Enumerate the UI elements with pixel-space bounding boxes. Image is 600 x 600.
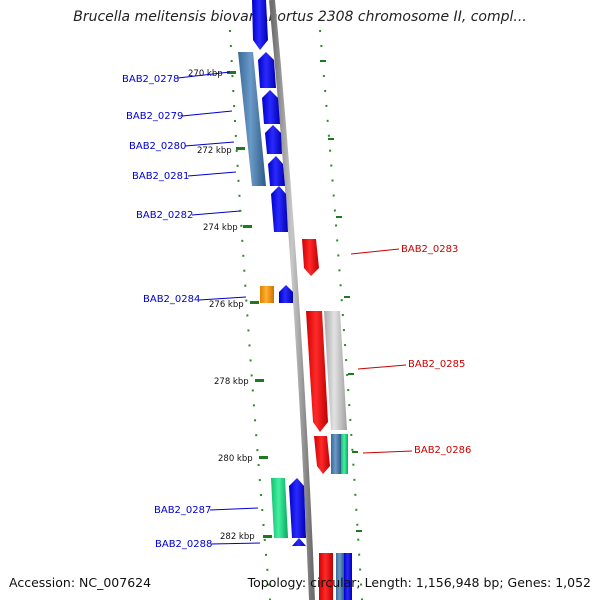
grey-feature[interactable] [324, 311, 347, 430]
gene-label-BAB2_0282[interactable]: BAB2_0282 [136, 210, 193, 221]
gene-feature[interactable] [344, 553, 352, 600]
gene-label-BAB2_0288[interactable]: BAB2_0288 [155, 539, 212, 550]
gene-feature[interactable] [265, 125, 282, 154]
gene-feature[interactable] [314, 436, 330, 474]
kbp-ticks [227, 60, 362, 538]
kbp-label-274: 274 kbp [203, 223, 238, 233]
gene-feature[interactable] [258, 52, 276, 88]
green-feature[interactable] [271, 478, 288, 538]
gene-label-BAB2_0284[interactable]: BAB2_0284 [143, 294, 200, 305]
forward-strand-features [238, 0, 306, 546]
gene-feature[interactable] [292, 538, 306, 546]
gene-feature[interactable] [262, 90, 280, 124]
gene-feature[interactable] [279, 285, 293, 303]
gene-label-BAB2_0281[interactable]: BAB2_0281 [132, 171, 189, 182]
kbp-label-272: 272 kbp [197, 146, 232, 156]
kbp-label-276: 276 kbp [209, 300, 244, 310]
gene-feature[interactable] [268, 156, 285, 186]
accession-label: Accession: NC_007624 [9, 575, 152, 590]
gene-label-BAB2_0278[interactable]: BAB2_0278 [122, 74, 179, 85]
kbp-label-280: 280 kbp [218, 454, 253, 464]
gene-feature[interactable] [306, 311, 328, 432]
kbp-label-270: 270 kbp [188, 69, 223, 79]
operon-feature[interactable] [336, 553, 344, 600]
gene-label-BAB2_0283[interactable]: BAB2_0283 [401, 244, 458, 255]
gene-feature[interactable] [252, 0, 268, 50]
kbp-label-278: 278 kbp [214, 377, 249, 387]
right-gene-labels: BAB2_0283 BAB2_0285 BAB2_0286 [350, 244, 471, 456]
gene-feature[interactable] [289, 478, 306, 538]
gene-feature[interactable] [319, 553, 333, 600]
chromosome-backbone [269, 0, 315, 600]
gene-label-BAB2_0280[interactable]: BAB2_0280 [129, 141, 186, 152]
map-title: Brucella melitensis biovar Abortus 2308 … [73, 9, 527, 25]
kbp-label-282: 282 kbp [220, 532, 255, 542]
orange-feature[interactable] [260, 286, 274, 303]
gene-feature[interactable] [302, 239, 319, 276]
reverse-strand-features [302, 239, 352, 600]
gene-label-BAB2_0287[interactable]: BAB2_0287 [154, 505, 211, 516]
gene-label-BAB2_0286[interactable]: BAB2_0286 [414, 445, 471, 456]
gene-label-BAB2_0285[interactable]: BAB2_0285 [408, 359, 465, 370]
topology-label: Topology: circular; Length: 1,156,948 bp… [247, 575, 591, 590]
operon-feature[interactable] [238, 52, 266, 186]
green-feature[interactable] [341, 434, 348, 474]
gene-feature[interactable] [271, 186, 288, 232]
left-gene-labels: BAB2_0278 BAB2_0279 BAB2_0280 BAB2_0281 … [122, 71, 261, 550]
operon-feature[interactable] [331, 434, 341, 474]
gene-label-BAB2_0279[interactable]: BAB2_0279 [126, 111, 183, 122]
